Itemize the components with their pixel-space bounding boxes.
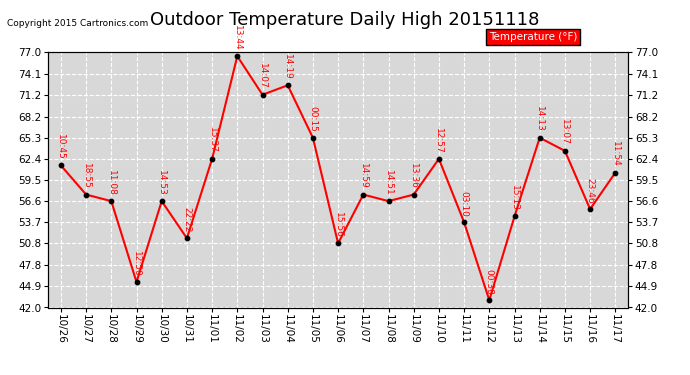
Text: 14:59: 14:59: [359, 163, 368, 189]
Text: 13:44: 13:44: [233, 25, 241, 51]
Text: 15:56: 15:56: [333, 212, 343, 238]
Text: Temperature (°F): Temperature (°F): [489, 32, 577, 42]
Text: 11:08: 11:08: [107, 170, 116, 196]
Point: [408, 192, 420, 198]
Point: [181, 235, 193, 241]
Point: [433, 156, 444, 162]
Point: [81, 192, 92, 198]
Point: [610, 170, 621, 176]
Text: 11:54: 11:54: [611, 141, 620, 167]
Point: [484, 297, 495, 303]
Text: 15:13: 15:13: [510, 185, 519, 211]
Point: [131, 279, 142, 285]
Point: [383, 198, 394, 204]
Text: 14:53: 14:53: [157, 170, 166, 196]
Point: [282, 82, 293, 88]
Point: [333, 240, 344, 246]
Point: [206, 156, 217, 162]
Text: 13:07: 13:07: [560, 119, 569, 145]
Point: [257, 92, 268, 98]
Text: 15:37: 15:37: [208, 128, 217, 153]
Text: 13:36: 13:36: [409, 163, 418, 189]
Text: 00:38: 00:38: [485, 269, 494, 295]
Point: [55, 162, 66, 168]
Text: 10:45: 10:45: [57, 134, 66, 160]
Text: 00:15: 00:15: [308, 106, 317, 132]
Point: [509, 213, 520, 219]
Point: [307, 135, 318, 141]
Point: [534, 135, 545, 141]
Point: [584, 206, 595, 212]
Point: [560, 148, 571, 154]
Text: 18:55: 18:55: [81, 163, 90, 189]
Text: 03:10: 03:10: [460, 191, 469, 217]
Point: [358, 192, 369, 198]
Text: 14:13: 14:13: [535, 106, 544, 132]
Text: 12:50: 12:50: [132, 251, 141, 276]
Text: 22:22: 22:22: [182, 207, 191, 233]
Point: [106, 198, 117, 204]
Text: 14:19: 14:19: [283, 54, 292, 80]
Text: Outdoor Temperature Daily High 20151118: Outdoor Temperature Daily High 20151118: [150, 11, 540, 29]
Text: Copyright 2015 Cartronics.com: Copyright 2015 Cartronics.com: [7, 19, 148, 28]
Text: 12:57: 12:57: [435, 128, 444, 153]
Point: [459, 219, 470, 225]
Text: 14:07: 14:07: [258, 63, 267, 89]
Point: [156, 198, 167, 204]
Point: [232, 53, 243, 59]
Text: 14:51: 14:51: [384, 170, 393, 196]
Text: 23:46: 23:46: [586, 178, 595, 204]
